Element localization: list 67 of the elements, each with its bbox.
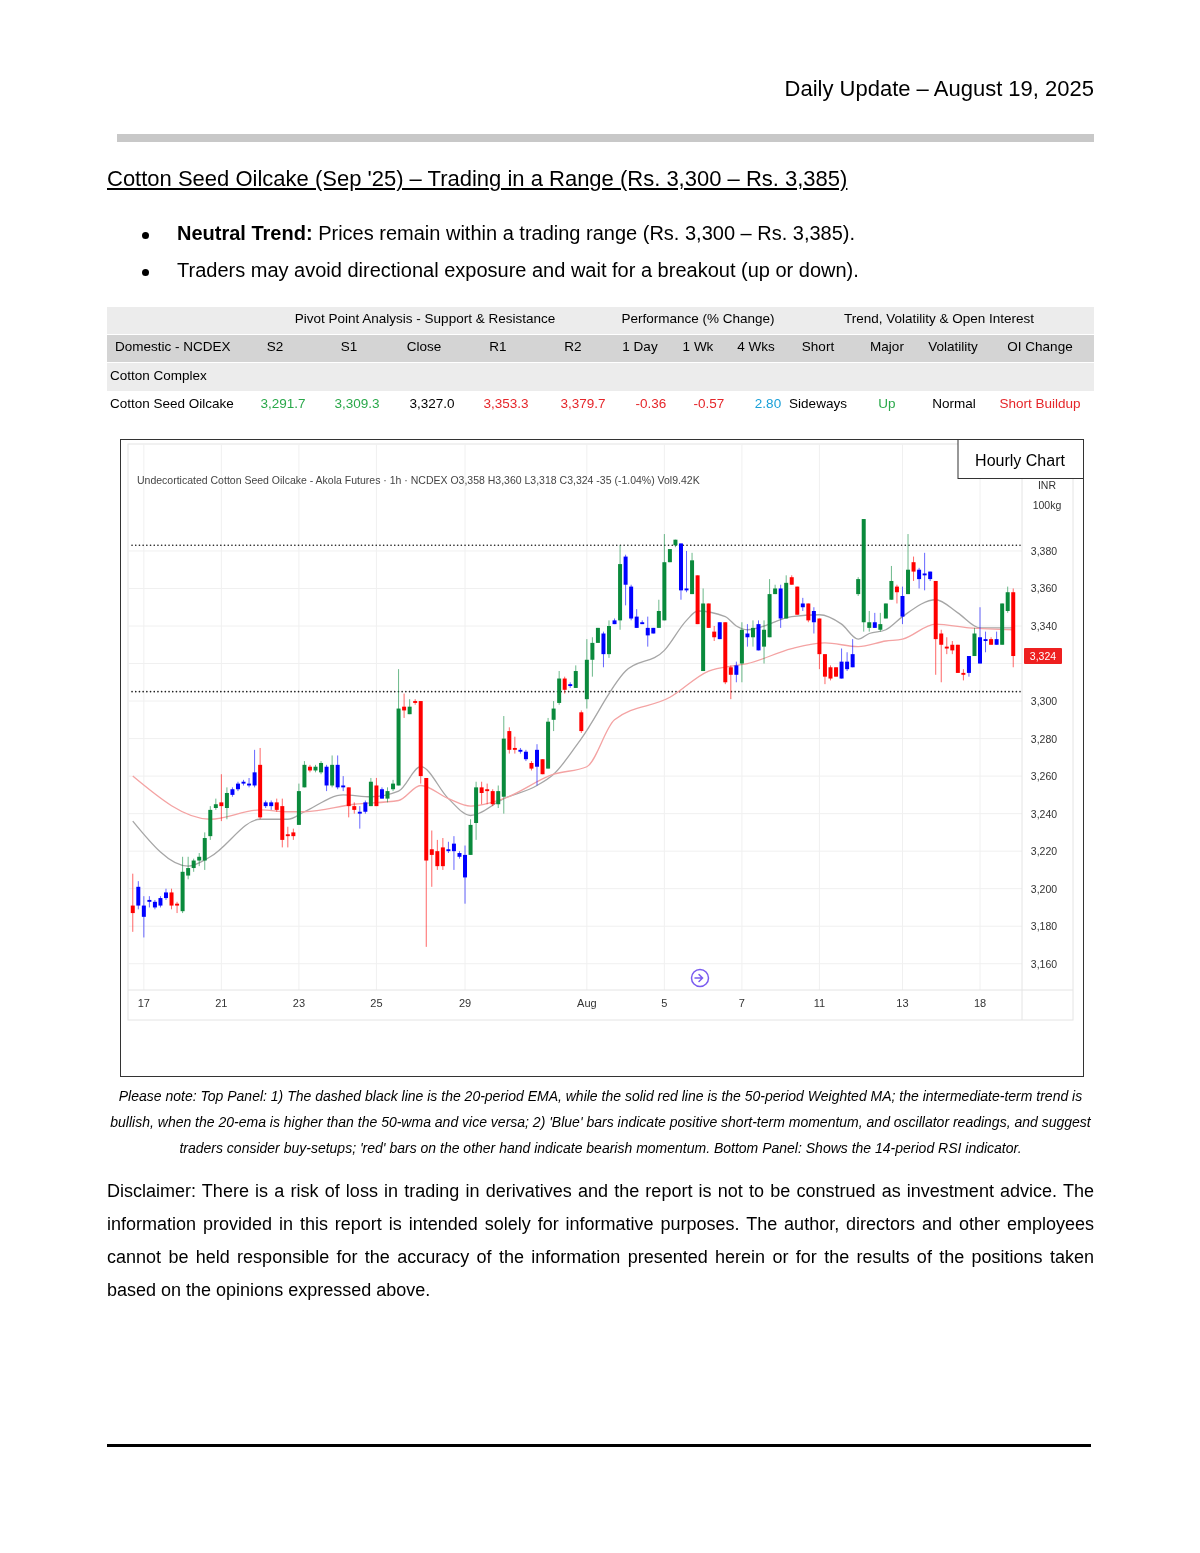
x-tick-label: 18 bbox=[973, 997, 987, 1009]
text: Daily Update – August 19, 2025 bbox=[783, 76, 1094, 102]
text: 3,353.3 bbox=[483, 396, 529, 411]
x-tick-label: 17 bbox=[137, 997, 150, 1009]
candlestick bbox=[391, 779, 396, 792]
candlestick bbox=[512, 736, 517, 755]
text: -0.57 bbox=[693, 396, 725, 411]
text: S2 bbox=[266, 339, 284, 354]
text: 3,379.7 bbox=[560, 396, 606, 411]
text: Neutral Trend: bbox=[177, 222, 313, 244]
annotation: Hourly Chart bbox=[975, 452, 1066, 469]
text: Volatility bbox=[928, 339, 978, 354]
text: 2.80 bbox=[754, 396, 782, 411]
text: Major bbox=[870, 339, 904, 354]
y-tick-label: 3,160 bbox=[1030, 957, 1058, 970]
line-series bbox=[132, 623, 1014, 820]
candlestick bbox=[164, 888, 168, 901]
text: 3,291.7 bbox=[260, 396, 306, 411]
y-tick-label: 3,200 bbox=[1030, 882, 1058, 895]
text: R1 bbox=[489, 339, 507, 354]
text: Sideways bbox=[789, 396, 847, 411]
text: Pivot Point Analysis - Support & Resistance bbox=[294, 311, 556, 326]
y-axis-title: INR 100kg bbox=[1032, 479, 1062, 511]
text: 1 Day bbox=[622, 339, 658, 354]
text: OI Change bbox=[1007, 339, 1073, 354]
text: Short bbox=[801, 339, 835, 354]
text: 3,327.0 bbox=[409, 396, 455, 411]
x-tick-label: 13 bbox=[896, 997, 909, 1009]
y-tick-label: 3,360 bbox=[1030, 582, 1058, 595]
text: S1 bbox=[340, 339, 358, 354]
text: 1 Wk bbox=[682, 339, 714, 354]
text: -0.36 bbox=[635, 396, 667, 411]
y-tick-label: 3,240 bbox=[1030, 807, 1058, 820]
text: 3,309.3 bbox=[334, 396, 380, 411]
y-tick-label: 3,180 bbox=[1030, 920, 1058, 933]
text: Close bbox=[406, 339, 442, 354]
text: Please note: Top Panel: 1) The dashed black line is the 20-period EMA, while the solid red line is the 50-period Weighted MA; the intermediate-term trend is bullish, when the 20-ema is higher than the 50-wma and vice versa; 2) 'Blue' bars indicate positive short-term momentum, and oscillator readings, and suggest traders consider buy-setups; 'red' bars on the other hand indicate bearish momentum. Bottom Panel: Shows the 14-period RSI indicator. bbox=[109, 1087, 1092, 1158]
chart-title: Cotton Seed Oilcake (Sep '25) – Trading in a Range (Rs. 3,300 – Rs. 3,385) bbox=[107, 166, 848, 192]
text: Cotton Complex bbox=[110, 368, 207, 383]
text: Trend, Volatility & Open Interest bbox=[843, 311, 1035, 326]
x-tick-label: 25 bbox=[370, 997, 383, 1009]
y-tick-label: 3,260 bbox=[1030, 770, 1058, 783]
text: Disclaimer: There is a risk of loss in trading in derivatives and the report is not to be construed as investment advice. The information provided in this report is intended solely for informative purposes. The author, directors and other employees cannot be held responsible for the accuracy of the information presented herein or for the results of the positions taken based on the opinions expressed above. bbox=[107, 1180, 1094, 1302]
text: Normal bbox=[932, 396, 976, 411]
text: R2 bbox=[564, 339, 582, 354]
x-tick-label: 11 bbox=[813, 997, 826, 1009]
x-tick-label: 29 bbox=[458, 997, 472, 1009]
y-tick-label: 3,220 bbox=[1030, 845, 1058, 858]
x-tick-label: 5 bbox=[661, 997, 668, 1009]
text: 4 Wks bbox=[737, 339, 775, 354]
text: Cotton Seed Oilcake bbox=[110, 396, 234, 411]
y-tick-label: 3,340 bbox=[1030, 620, 1058, 632]
y-tick-label: 3,380 bbox=[1030, 544, 1058, 557]
y-tick-label: 3,280 bbox=[1030, 732, 1058, 745]
text: Up bbox=[878, 396, 896, 411]
text: Domestic - NCDEX bbox=[115, 339, 231, 354]
y-tick-label: 3,300 bbox=[1030, 695, 1058, 708]
text: Undecorticated Cotton Seed Oilcake - Akola Futures · 1h · NCDEX O3,358 H3,360 L3,318 C3,324 -35 (-1.04%) Vol9.42K bbox=[137, 474, 700, 486]
text: Prices remain within a trading range (Rs. 3,300 – Rs. 3,385). bbox=[318, 222, 856, 244]
text: Short Buildup bbox=[999, 396, 1081, 411]
x-tick-label: Aug bbox=[577, 997, 597, 1009]
text: Traders may avoid directional exposure and wait for a breakout (up or down). bbox=[177, 259, 859, 282]
text: Performance (% Change) bbox=[621, 311, 775, 326]
x-tick-label: 21 bbox=[215, 997, 228, 1009]
x-tick-label: 7 bbox=[738, 997, 745, 1009]
x-tick-label: 23 bbox=[292, 997, 306, 1009]
annotation: 3,324 bbox=[1029, 650, 1057, 663]
